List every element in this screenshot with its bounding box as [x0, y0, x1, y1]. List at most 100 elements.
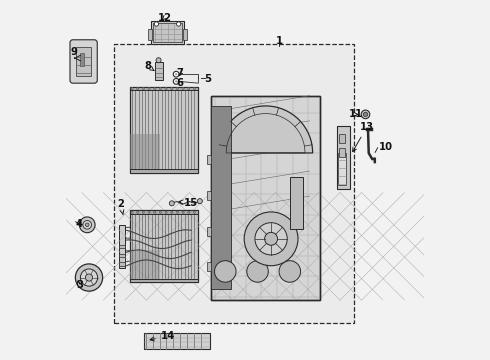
Text: 1: 1 — [275, 36, 283, 45]
Circle shape — [154, 22, 159, 26]
Bar — [151, 22, 184, 44]
Circle shape — [175, 73, 177, 75]
Circle shape — [279, 261, 300, 282]
Text: 13: 13 — [353, 122, 374, 152]
Circle shape — [188, 87, 190, 90]
Circle shape — [165, 87, 167, 90]
Bar — [80, 53, 84, 66]
Bar — [120, 260, 125, 265]
Circle shape — [156, 58, 161, 63]
Bar — [129, 279, 197, 282]
Circle shape — [159, 87, 162, 90]
Circle shape — [80, 269, 98, 286]
Text: 5: 5 — [204, 73, 211, 84]
Bar — [155, 62, 163, 80]
Circle shape — [154, 87, 156, 90]
Bar — [144, 333, 210, 348]
Bar — [120, 249, 125, 255]
Circle shape — [175, 80, 177, 82]
Bar — [129, 211, 197, 214]
Text: 4: 4 — [75, 219, 83, 229]
Circle shape — [182, 87, 184, 90]
Bar — [120, 253, 125, 257]
Bar — [148, 30, 152, 40]
Circle shape — [142, 211, 145, 213]
Text: 3: 3 — [76, 280, 83, 290]
Circle shape — [173, 71, 179, 77]
Circle shape — [361, 110, 370, 119]
Circle shape — [131, 87, 133, 90]
Circle shape — [171, 211, 173, 213]
Bar — [129, 250, 160, 282]
Bar — [211, 96, 320, 300]
Bar — [211, 96, 320, 300]
Bar — [120, 226, 125, 231]
Bar — [211, 107, 231, 289]
Bar — [120, 262, 125, 266]
Circle shape — [154, 211, 156, 213]
Circle shape — [165, 211, 167, 213]
Bar — [207, 155, 211, 164]
Circle shape — [171, 87, 173, 90]
Bar — [339, 134, 345, 143]
Bar — [129, 211, 197, 282]
Circle shape — [197, 199, 202, 204]
Bar — [337, 126, 350, 189]
Circle shape — [83, 221, 92, 229]
Circle shape — [75, 264, 102, 291]
Bar — [129, 87, 197, 90]
Circle shape — [131, 211, 133, 213]
Bar — [129, 169, 197, 173]
Bar — [207, 262, 211, 271]
Circle shape — [182, 211, 184, 213]
Circle shape — [265, 232, 277, 245]
Circle shape — [364, 112, 368, 117]
Bar — [153, 23, 182, 42]
Circle shape — [176, 22, 181, 26]
Bar — [120, 244, 125, 248]
Text: 8: 8 — [144, 61, 154, 71]
Bar — [339, 148, 345, 157]
Text: 2: 2 — [117, 199, 124, 215]
Bar — [119, 225, 125, 268]
Circle shape — [170, 201, 174, 206]
Text: 7: 7 — [176, 68, 183, 78]
Circle shape — [255, 223, 287, 255]
Circle shape — [85, 274, 93, 281]
Circle shape — [142, 87, 145, 90]
Bar — [129, 87, 197, 173]
FancyBboxPatch shape — [70, 40, 97, 83]
Text: 14: 14 — [150, 331, 175, 341]
Circle shape — [176, 87, 178, 90]
Bar — [290, 177, 303, 229]
Circle shape — [85, 223, 89, 226]
Circle shape — [188, 211, 190, 213]
Bar — [76, 47, 91, 76]
Circle shape — [148, 87, 150, 90]
Text: 9: 9 — [71, 46, 77, 57]
Bar — [338, 153, 346, 185]
Bar — [183, 30, 187, 40]
Circle shape — [148, 211, 150, 213]
Circle shape — [159, 211, 162, 213]
Circle shape — [194, 211, 196, 213]
Circle shape — [137, 87, 139, 90]
Circle shape — [244, 212, 298, 266]
Text: 6: 6 — [176, 78, 183, 88]
Circle shape — [247, 261, 269, 282]
Bar — [207, 226, 211, 235]
Text: 11: 11 — [348, 109, 363, 120]
Bar — [207, 191, 211, 200]
Bar — [114, 44, 354, 323]
Circle shape — [137, 211, 139, 213]
Text: 10: 10 — [379, 142, 393, 152]
Wedge shape — [219, 106, 313, 153]
Bar — [129, 134, 160, 173]
Circle shape — [215, 261, 236, 282]
Text: 12: 12 — [158, 13, 172, 23]
Circle shape — [194, 87, 196, 90]
Circle shape — [79, 217, 95, 233]
Text: 15: 15 — [179, 198, 197, 208]
Circle shape — [176, 211, 178, 213]
Bar — [120, 236, 125, 242]
